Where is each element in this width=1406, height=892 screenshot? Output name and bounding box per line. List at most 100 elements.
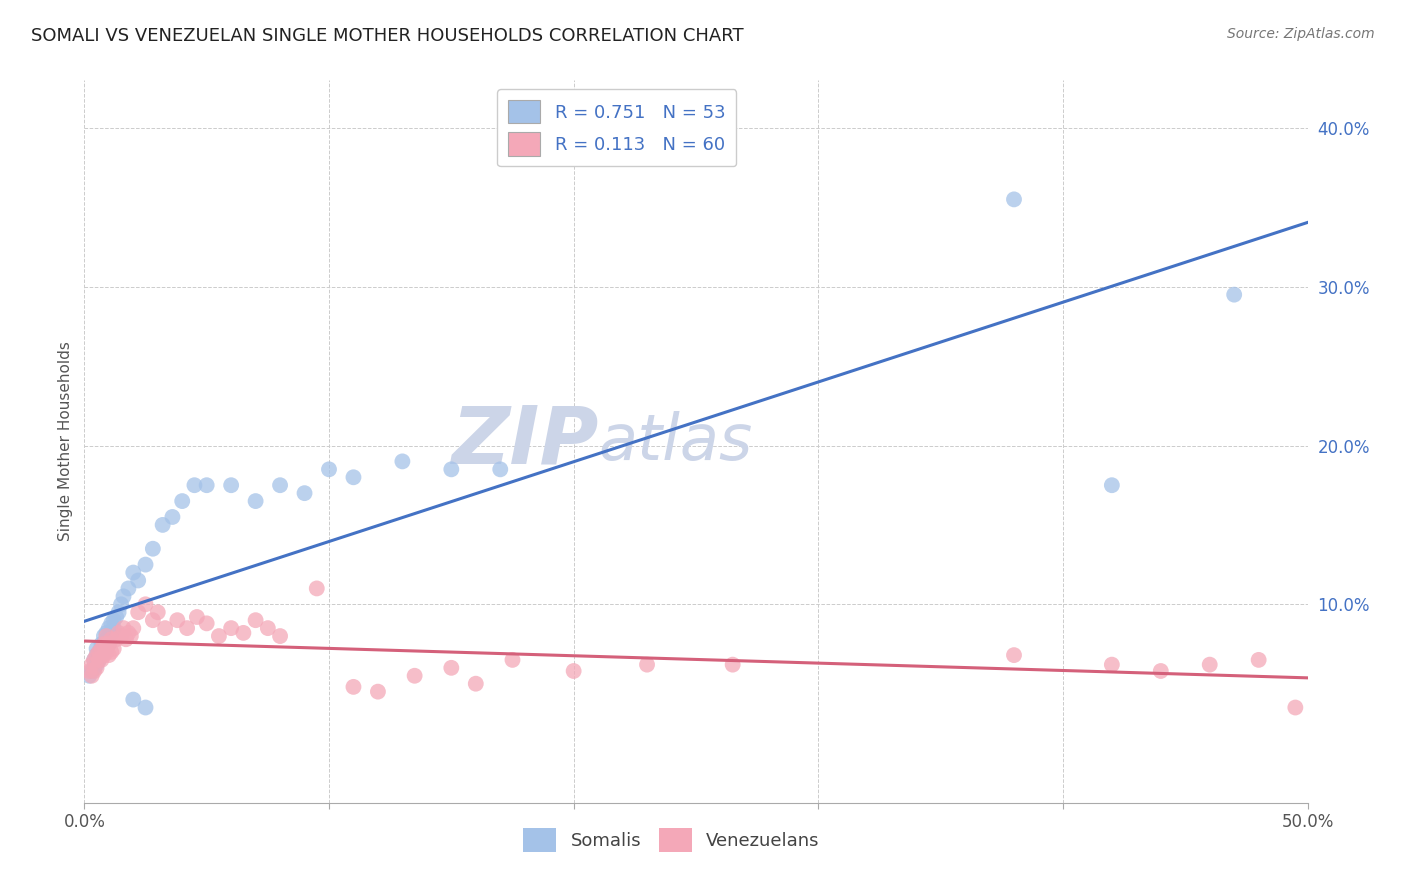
- Point: [93, 629, 115, 643]
- Point: [97, 629, 120, 643]
- Point: [80, 664, 103, 678]
- Text: Source: ZipAtlas.com: Source: ZipAtlas.com: [1227, 27, 1375, 41]
- Point: [97, 621, 120, 635]
- Point: [100, 645, 122, 659]
- Point: [636, 657, 658, 672]
- Point: [97, 637, 120, 651]
- Point: [122, 621, 145, 635]
- Point: [269, 478, 291, 492]
- Point: [87, 645, 110, 659]
- Point: [195, 616, 218, 631]
- Point: [100, 632, 122, 647]
- Point: [489, 462, 512, 476]
- Y-axis label: Single Mother Households: Single Mother Households: [58, 342, 73, 541]
- Point: [135, 597, 157, 611]
- Point: [1284, 700, 1306, 714]
- Point: [80, 657, 103, 672]
- Point: [86, 661, 108, 675]
- Point: [107, 626, 129, 640]
- Point: [103, 641, 125, 656]
- Point: [115, 632, 138, 647]
- Point: [142, 613, 165, 627]
- Point: [103, 621, 125, 635]
- Point: [1101, 657, 1123, 672]
- Point: [112, 621, 135, 635]
- Point: [83, 653, 105, 667]
- Point: [93, 637, 115, 651]
- Point: [107, 605, 129, 619]
- Point: [105, 632, 128, 647]
- Point: [269, 629, 291, 643]
- Point: [1101, 478, 1123, 492]
- Point: [122, 692, 145, 706]
- Point: [562, 664, 585, 678]
- Point: [152, 517, 174, 532]
- Point: [464, 676, 486, 690]
- Point: [83, 661, 105, 675]
- Point: [153, 621, 176, 635]
- Text: SOMALI VS VENEZUELAN SINGLE MOTHER HOUSEHOLDS CORRELATION CHART: SOMALI VS VENEZUELAN SINGLE MOTHER HOUSE…: [31, 27, 744, 45]
- Point: [186, 610, 208, 624]
- Point: [219, 621, 242, 635]
- Point: [90, 641, 112, 656]
- Point: [117, 582, 139, 596]
- Point: [96, 641, 118, 656]
- Point: [100, 626, 122, 640]
- Point: [77, 669, 100, 683]
- Point: [96, 629, 118, 643]
- Point: [172, 494, 194, 508]
- Point: [93, 645, 115, 659]
- Point: [502, 653, 524, 667]
- Point: [96, 645, 118, 659]
- Point: [93, 637, 115, 651]
- Point: [135, 558, 157, 572]
- Point: [721, 657, 744, 672]
- Point: [90, 653, 112, 667]
- Point: [127, 605, 149, 619]
- Point: [245, 613, 267, 627]
- Point: [245, 494, 267, 508]
- Point: [87, 645, 110, 659]
- Point: [1002, 193, 1025, 207]
- Point: [208, 629, 231, 643]
- Point: [97, 648, 120, 662]
- Point: [127, 574, 149, 588]
- Point: [1223, 287, 1246, 301]
- Text: atlas: atlas: [598, 410, 752, 473]
- Legend: Somalis, Venezuelans: Somalis, Venezuelans: [516, 822, 827, 859]
- Point: [112, 590, 135, 604]
- Point: [404, 669, 426, 683]
- Point: [100, 616, 122, 631]
- Point: [142, 541, 165, 556]
- Point: [93, 648, 115, 662]
- Point: [342, 680, 364, 694]
- Point: [305, 582, 328, 596]
- Point: [367, 684, 389, 698]
- Point: [318, 462, 340, 476]
- Point: [219, 478, 242, 492]
- Point: [86, 648, 108, 662]
- Point: [440, 661, 463, 675]
- Point: [77, 664, 100, 678]
- Point: [195, 478, 218, 492]
- Point: [162, 510, 184, 524]
- Point: [86, 657, 108, 672]
- Point: [1002, 648, 1025, 662]
- Point: [391, 454, 413, 468]
- Point: [176, 621, 198, 635]
- Point: [90, 637, 112, 651]
- Point: [87, 653, 110, 667]
- Point: [342, 470, 364, 484]
- Point: [96, 632, 118, 647]
- Point: [440, 462, 463, 476]
- Point: [294, 486, 316, 500]
- Point: [90, 641, 112, 656]
- Point: [110, 629, 132, 643]
- Point: [80, 669, 103, 683]
- Point: [86, 648, 108, 662]
- Point: [83, 653, 105, 667]
- Text: ZIP: ZIP: [451, 402, 598, 481]
- Point: [96, 626, 118, 640]
- Point: [1198, 657, 1220, 672]
- Point: [90, 648, 112, 662]
